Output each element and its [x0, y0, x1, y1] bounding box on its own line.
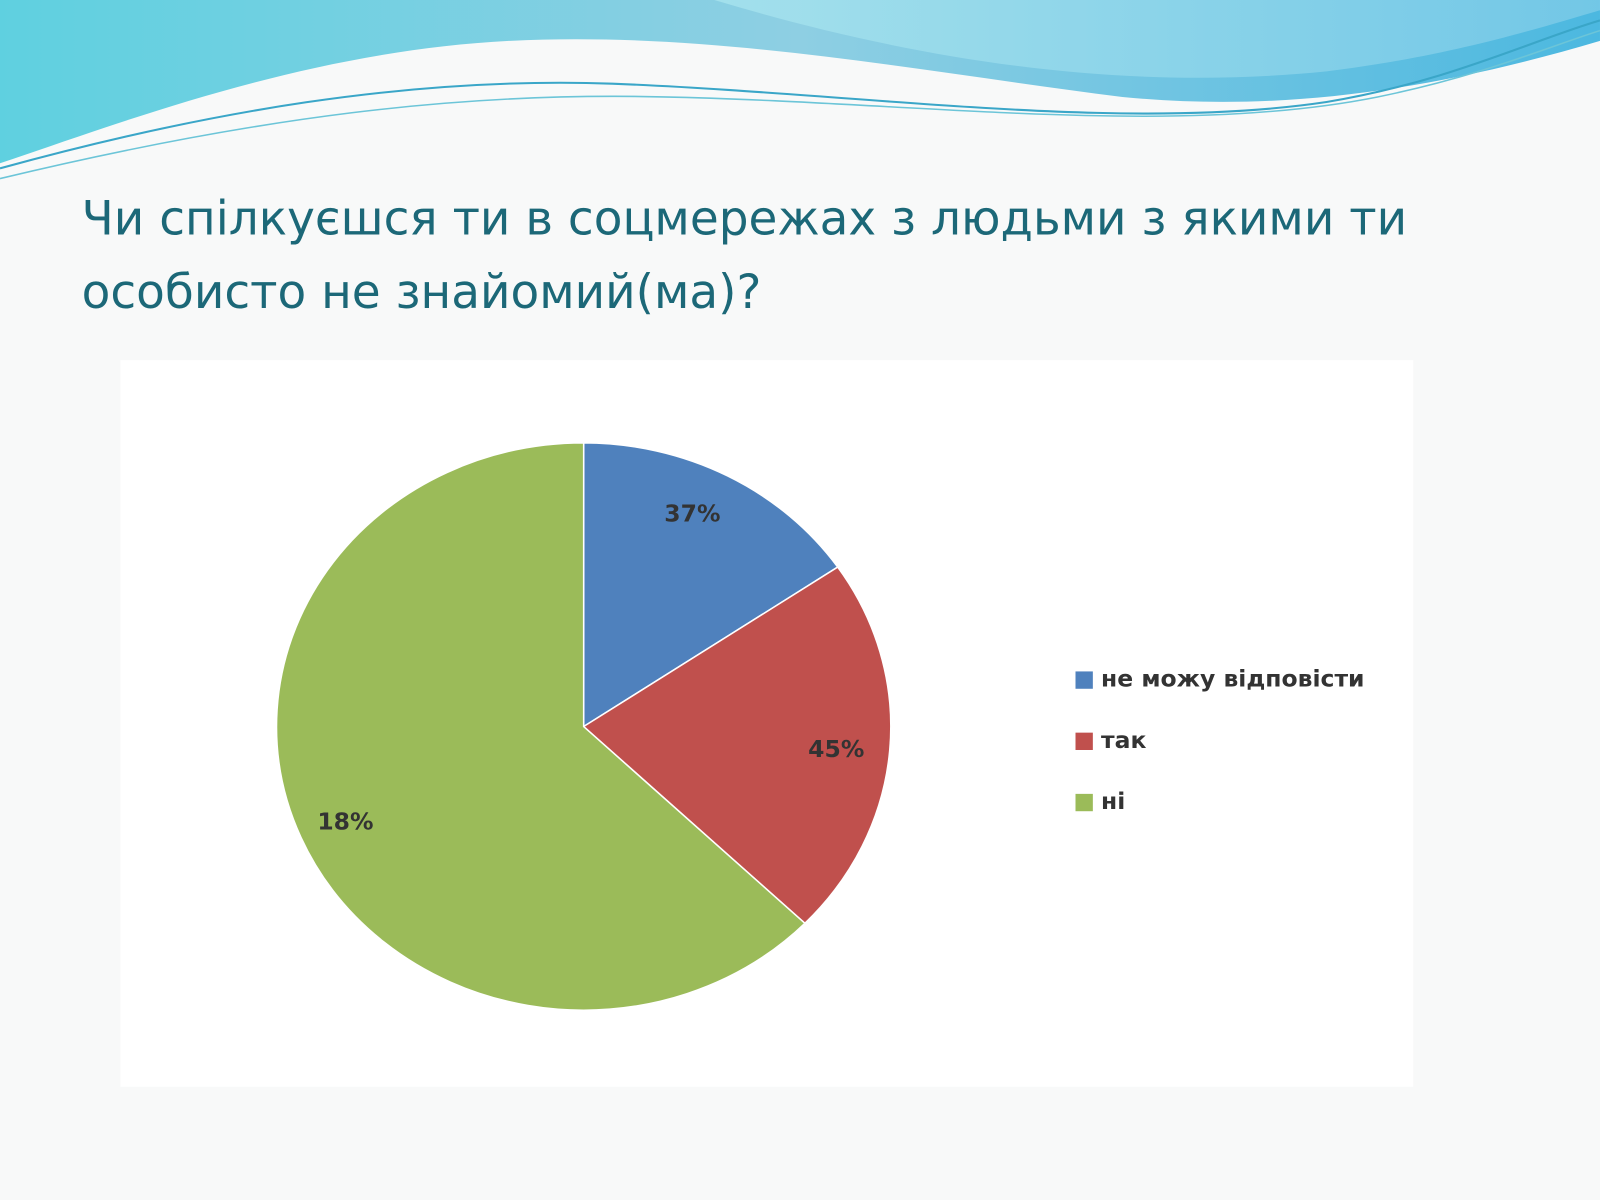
- legend-item: так: [1075, 710, 1365, 771]
- legend-label: не можу відповісти: [1101, 666, 1365, 693]
- pie-slice-0: [582, 442, 839, 728]
- legend-swatch: [1075, 793, 1093, 811]
- legend-item: не можу відповісти: [1075, 649, 1365, 710]
- pie-slice-1: [582, 566, 892, 925]
- data-label-2: 18%: [317, 809, 374, 836]
- legend-swatch: [1075, 670, 1093, 689]
- data-label-1: 45%: [808, 736, 865, 764]
- chart-area: 37% 45% 18% не можу відповісти так ні: [120, 360, 1414, 1087]
- wave-decoration: [0, 0, 1600, 180]
- legend-label: так: [1101, 727, 1147, 755]
- legend-item: ні: [1075, 771, 1365, 832]
- slide-title: Чи спілкуєшся ти в соцмережах з людьми з…: [81, 190, 1408, 320]
- data-label-0: 37%: [664, 501, 721, 528]
- legend: не можу відповісти так ні: [1075, 649, 1365, 833]
- legend-swatch: [1075, 732, 1093, 750]
- legend-label: ні: [1101, 788, 1126, 816]
- pie-chart: [275, 442, 892, 1011]
- pie-slice-2: [275, 442, 807, 1011]
